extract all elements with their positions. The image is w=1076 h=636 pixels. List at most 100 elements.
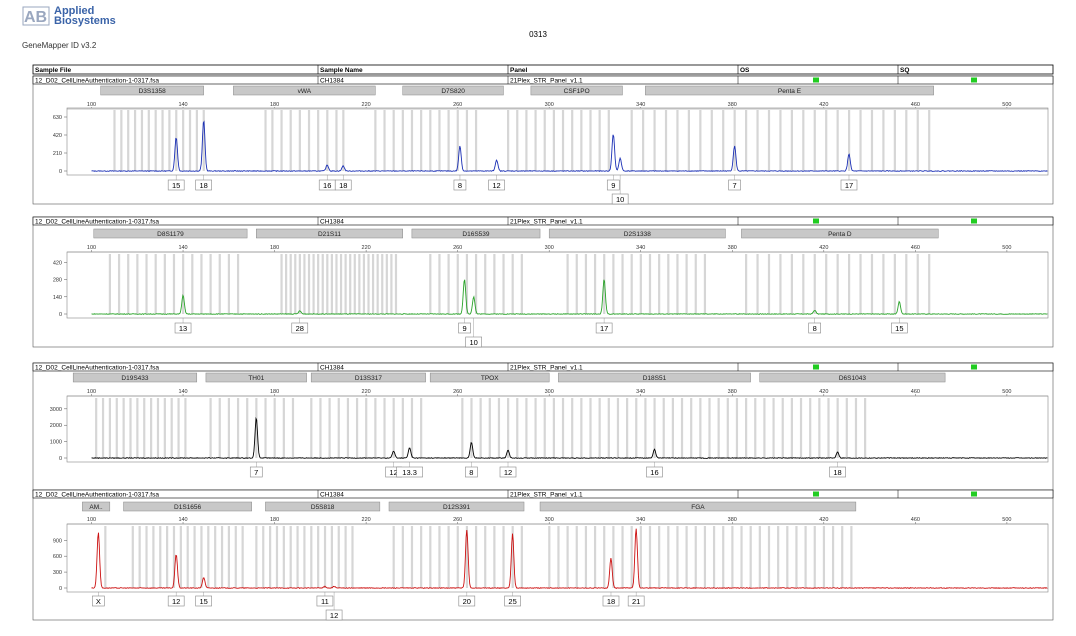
allele-bin <box>381 254 384 314</box>
allele-call-box[interactable] <box>595 322 613 334</box>
locus-marker[interactable] <box>100 85 204 96</box>
locus-marker[interactable] <box>402 85 504 96</box>
allele-call-box[interactable] <box>458 322 471 334</box>
allele-call-box[interactable] <box>334 179 352 191</box>
allele-bin <box>438 254 441 314</box>
allele-bin <box>420 398 423 458</box>
allele-bin <box>802 110 805 171</box>
allele-bin <box>484 254 487 314</box>
x-tick-label: 460 <box>911 245 920 251</box>
locus-marker[interactable] <box>205 372 307 383</box>
allele-bin <box>195 110 198 171</box>
locus-marker[interactable] <box>645 85 934 96</box>
allele-bin <box>115 398 118 458</box>
allele-bin <box>870 254 874 314</box>
x-tick-label: 340 <box>636 389 645 395</box>
x-tick-label: 260 <box>453 389 462 395</box>
locus-marker[interactable] <box>548 228 726 239</box>
allele-call-box[interactable] <box>602 595 620 607</box>
allele-call-box[interactable] <box>606 179 620 191</box>
locus-marker[interactable] <box>388 501 525 512</box>
allele-bin <box>516 398 519 458</box>
allele-call-box[interactable] <box>396 466 423 478</box>
allele-call-box[interactable] <box>840 179 858 191</box>
allele-call-box[interactable] <box>504 595 521 607</box>
locus-marker[interactable] <box>256 228 403 239</box>
y-tick-label: 0 <box>59 586 62 592</box>
allele-call-box[interactable] <box>316 595 334 607</box>
allele-call-box[interactable] <box>195 595 212 607</box>
allele-call-box[interactable] <box>465 336 482 348</box>
allele-call-label: X <box>96 597 101 606</box>
allele-call-box[interactable] <box>829 466 846 478</box>
allele-bin <box>685 526 688 588</box>
allele-bin <box>552 398 555 458</box>
allele-bin <box>847 254 851 314</box>
locus-marker[interactable] <box>741 228 939 239</box>
allele-call-box[interactable] <box>249 466 263 478</box>
allele-bin <box>616 398 620 458</box>
allele-bin <box>456 254 459 314</box>
allele-bin <box>122 398 125 458</box>
panel-red: 12_D02_CellLineAuthentication-1-0317.fsa… <box>32 489 1054 621</box>
allele-call-box[interactable] <box>167 179 185 191</box>
allele-bin <box>779 254 782 314</box>
allele-call-label: 17 <box>845 181 853 190</box>
allele-call-box[interactable] <box>499 466 517 478</box>
header-sample-file: Sample File <box>35 67 72 74</box>
allele-call-box[interactable] <box>92 595 105 607</box>
allele-call-box[interactable] <box>488 179 505 191</box>
locus-marker[interactable] <box>429 372 550 383</box>
locus-marker[interactable] <box>411 228 541 239</box>
allele-call-box[interactable] <box>453 179 467 191</box>
allele-call-box[interactable] <box>728 179 741 191</box>
allele-bin <box>831 526 835 588</box>
trace-line <box>91 528 1048 590</box>
allele-call-box[interactable] <box>458 595 476 607</box>
x-tick-label: 460 <box>911 517 920 523</box>
allele-bin <box>371 254 375 314</box>
allele-call-box[interactable] <box>646 466 663 478</box>
allele-call-box[interactable] <box>465 466 478 478</box>
allele-call-label: 12 <box>492 181 500 190</box>
allele-bin <box>410 398 414 458</box>
locus-marker[interactable] <box>539 501 857 512</box>
allele-bin <box>289 254 292 314</box>
x-tick-label: 100 <box>87 245 96 251</box>
locus-marker[interactable] <box>93 228 248 239</box>
allele-call-box[interactable] <box>808 322 821 334</box>
allele-bin <box>255 526 258 588</box>
locus-marker[interactable] <box>558 372 751 383</box>
allele-bin <box>754 398 757 458</box>
allele-call-box[interactable] <box>291 322 309 334</box>
allele-call-label: 18 <box>833 468 841 477</box>
allele-call-box[interactable] <box>174 322 192 334</box>
locus-marker[interactable] <box>123 501 252 512</box>
allele-call-box[interactable] <box>325 609 343 621</box>
allele-call-box[interactable] <box>195 179 212 191</box>
allele-call-box[interactable] <box>891 322 908 334</box>
locus-marker[interactable] <box>72 372 198 383</box>
allele-call-label: 11 <box>321 597 329 606</box>
allele-bin <box>337 398 340 458</box>
allele-call-label: 15 <box>199 597 207 606</box>
page-title: 0313 <box>529 30 547 39</box>
allele-call-box[interactable] <box>611 193 629 205</box>
allele-bin <box>511 254 514 314</box>
allele-bin <box>365 398 368 458</box>
allele-call-box[interactable] <box>167 595 185 607</box>
x-tick-label: 140 <box>178 102 187 108</box>
allele-bin <box>767 526 771 588</box>
locus-marker[interactable] <box>233 85 376 96</box>
locus-marker[interactable] <box>759 372 946 383</box>
allele-bin <box>420 526 423 588</box>
allele-bin <box>799 398 803 458</box>
allele-bin <box>182 254 185 314</box>
locus-marker[interactable] <box>310 372 426 383</box>
locus-marker[interactable] <box>530 85 623 96</box>
allele-bin <box>882 110 885 171</box>
allele-call-box[interactable] <box>627 595 645 607</box>
locus-name: D13S317 <box>355 375 382 382</box>
locus-marker[interactable] <box>82 501 111 512</box>
locus-marker[interactable] <box>265 501 381 512</box>
